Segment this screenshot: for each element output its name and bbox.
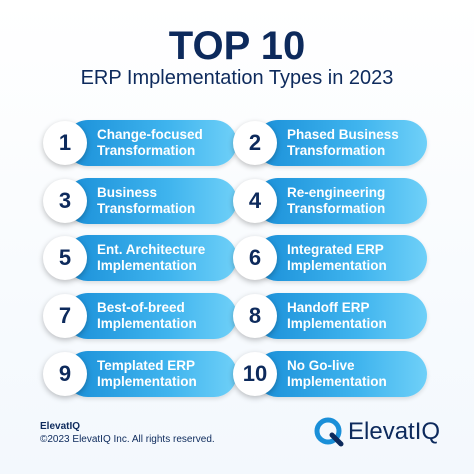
list-item: Ent. Architecture Implementation 5 [43, 235, 237, 282]
subtitle: ERP Implementation Types in 2023 [80, 67, 394, 89]
label-line: Re-engineering [287, 184, 386, 200]
list-item: Best-of-breed Implementation 7 [43, 293, 237, 340]
label-line: Templated ERP [97, 357, 196, 373]
item-label: Ent. Architecture Implementation [97, 242, 205, 274]
item-label: Integrated ERP Implementation [287, 242, 387, 274]
label-line: Implementation [287, 258, 387, 274]
footer-copyright: ©2023 ElevatIQ Inc. All rights reserved. [40, 434, 215, 445]
label-line: Phased Business [287, 127, 399, 142]
item-number: 9 [43, 351, 87, 396]
item-pill: Re-engineering Transformation [255, 177, 427, 224]
list-item: Phased Business Transformation 2 [233, 120, 427, 166]
item-pill: Change-focused Transformation [65, 120, 237, 166]
item-number: 7 [43, 294, 87, 339]
label-line: Implementation [97, 316, 197, 332]
label-line: Transformation [97, 200, 196, 216]
item-number: 8 [233, 294, 277, 339]
item-label: Change-focused Transformation [97, 127, 203, 159]
logo-icon [314, 417, 344, 447]
item-pill: No Go-live Implementation [255, 350, 427, 397]
item-number: 1 [43, 121, 87, 165]
item-number: 5 [43, 236, 87, 281]
item-pill: Handoff ERP Implementation [255, 293, 427, 340]
item-pill: Ent. Architecture Implementation [65, 235, 237, 282]
item-number: 10 [233, 351, 277, 396]
item-pill: Templated ERP Implementation [65, 350, 237, 397]
list-item: Change-focused Transformation 1 [43, 120, 237, 166]
item-pill: Business Transformation [65, 177, 237, 224]
list-item: Templated ERP Implementation 9 [43, 350, 237, 397]
label-line: Implementation [97, 258, 197, 274]
item-pill: Best-of-breed Implementation [65, 293, 237, 340]
item-number: 6 [233, 236, 277, 281]
label-line: Integrated ERP [287, 242, 384, 258]
label-line: Ent. Architecture [97, 242, 206, 258]
label-line: Implementation [287, 316, 387, 332]
item-number: 2 [233, 121, 277, 165]
item-label: No Go-live Implementation [287, 358, 387, 390]
label-line: Best-of-breed [97, 300, 185, 316]
item-pill: Phased Business Transformation [255, 120, 427, 166]
label-line: Business [97, 184, 158, 200]
item-label: Best-of-breed Implementation [97, 300, 197, 332]
label-line: Transformation [97, 143, 196, 158]
label-line: Handoff ERP [287, 300, 370, 316]
list-item: Handoff ERP Implementation 8 [233, 293, 427, 340]
label-line: Change-focused [97, 127, 203, 142]
list-item: Business Transformation 3 [43, 177, 237, 224]
label-line: Transformation [287, 200, 386, 216]
label-line: Implementation [287, 373, 387, 389]
label-line: Implementation [97, 373, 197, 389]
list-item: Integrated ERP Implementation 6 [233, 235, 427, 282]
footer-company: ElevatIQ [40, 421, 81, 432]
logo-text: ElevatIQ [348, 418, 441, 445]
label-line: No Go-live [287, 357, 355, 373]
item-label: Business Transformation [97, 185, 195, 217]
item-label: Templated ERP Implementation [97, 358, 197, 390]
item-number: 4 [233, 178, 277, 223]
item-label: Phased Business Transformation [287, 127, 399, 159]
item-label: Re-engineering Transformation [287, 185, 385, 217]
list-item: Re-engineering Transformation 4 [233, 177, 427, 224]
list-item: No Go-live Implementation 10 [233, 350, 427, 397]
item-pill: Integrated ERP Implementation [255, 235, 427, 282]
label-line: Transformation [287, 143, 386, 158]
item-number: 3 [43, 178, 87, 223]
item-label: Handoff ERP Implementation [287, 300, 387, 332]
title: TOP 10 [168, 24, 306, 68]
